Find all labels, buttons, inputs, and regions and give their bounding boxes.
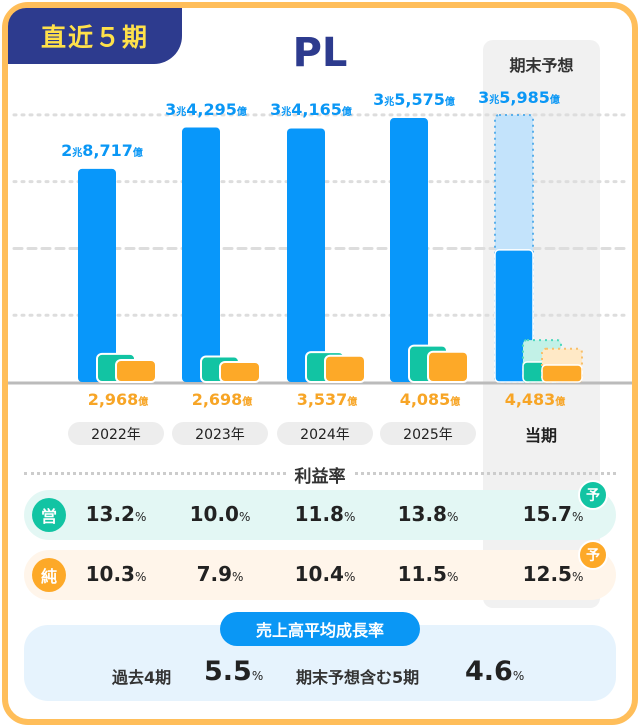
sales-label: 2兆8,717億 bbox=[61, 140, 143, 160]
incl-forecast-value: 4.6% bbox=[465, 656, 525, 687]
sales-bar bbox=[390, 118, 428, 382]
net-profit-label: 4,483億 bbox=[504, 390, 566, 409]
net-margin-row: 純 10.3% 7.9% 10.4% 11.5% 12.5% bbox=[24, 550, 616, 600]
margin-value: 10.3% bbox=[85, 562, 147, 586]
period-label: 2025年 bbox=[380, 422, 476, 445]
incl-forecast-label: 期末予想含む5期 bbox=[296, 668, 420, 687]
net-profit-bar bbox=[427, 350, 469, 383]
past-value: 5.5% bbox=[204, 656, 264, 687]
margin-badge: 営 bbox=[32, 498, 66, 532]
net-profit-bar bbox=[324, 354, 366, 384]
net-profit-label: 4,085億 bbox=[399, 390, 461, 409]
margin-value: 13.2% bbox=[85, 502, 147, 526]
net-progress-bar bbox=[541, 364, 583, 383]
period-label: 2023年 bbox=[172, 422, 268, 445]
sales-label: 3兆5,985億 bbox=[478, 88, 560, 107]
pl-chart bbox=[8, 113, 632, 385]
growth-title: 売上高平均成長率 bbox=[220, 612, 420, 646]
net-profit-label: 3,537億 bbox=[296, 390, 358, 409]
margin-value: 13.8% bbox=[397, 502, 459, 526]
net-profit-bar bbox=[115, 358, 157, 384]
margin-value: 10.0% bbox=[189, 502, 251, 526]
net-profit-label: 2,698億 bbox=[191, 390, 253, 409]
sales-label: 3兆4,165億 bbox=[270, 100, 352, 120]
sales-bar bbox=[78, 168, 116, 382]
margin-value: 10.4% bbox=[294, 562, 356, 586]
margin-value: 7.9% bbox=[196, 562, 244, 586]
margin-badge: 純 bbox=[32, 558, 66, 592]
forecast-badge: 予 bbox=[578, 540, 608, 570]
period-label: 2024年 bbox=[277, 422, 373, 445]
period-tag: 直近５期 bbox=[8, 8, 182, 64]
chart-title: PL bbox=[292, 30, 348, 76]
period-label: 2022年 bbox=[68, 422, 164, 445]
sales-bar bbox=[287, 128, 325, 382]
forecast-header: 期末予想 bbox=[509, 56, 574, 75]
margin-value: 11.5% bbox=[397, 562, 459, 586]
sales-bar bbox=[182, 127, 220, 382]
net-profit-label: 2,968億 bbox=[87, 390, 149, 409]
net-profit-bar bbox=[219, 360, 261, 383]
past-label: 過去4期 bbox=[112, 668, 172, 687]
margin-title: 利益率 bbox=[286, 467, 354, 487]
margin-value: 15.7% bbox=[522, 502, 584, 526]
sales-label: 3兆4,295億 bbox=[165, 99, 247, 119]
operating-margin-row: 営 13.2% 10.0% 11.8% 13.8% 15.7% bbox=[24, 490, 616, 540]
period-label: 当期 bbox=[524, 425, 557, 445]
sales-label: 3兆5,575億 bbox=[373, 90, 455, 110]
margin-value: 12.5% bbox=[522, 562, 584, 586]
forecast-badge: 予 bbox=[578, 480, 608, 510]
margin-value: 11.8% bbox=[294, 502, 356, 526]
